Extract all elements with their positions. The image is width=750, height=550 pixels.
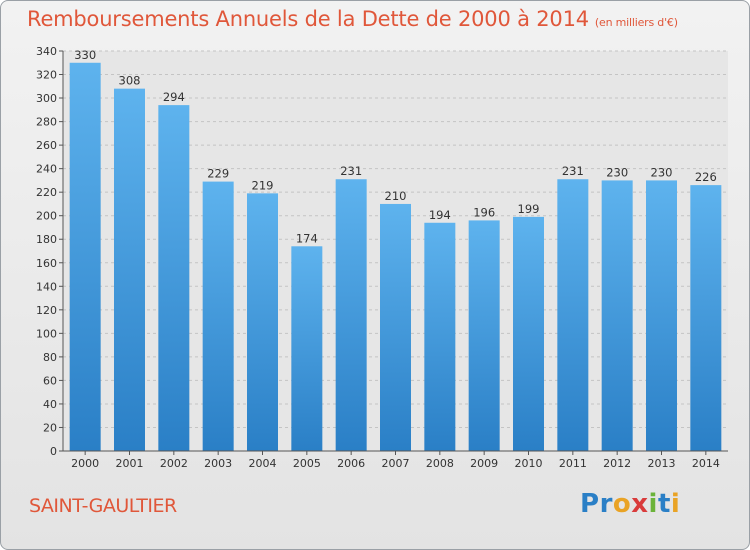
bar-2009 xyxy=(468,220,500,451)
data-label-2000: 330 xyxy=(74,48,96,62)
y-tick-label: 140 xyxy=(36,280,57,293)
logo-letter: t xyxy=(657,489,671,519)
data-label-2013: 230 xyxy=(651,165,673,179)
bar-2012 xyxy=(601,180,633,452)
data-label-2005: 174 xyxy=(296,231,318,245)
bar-2004 xyxy=(247,193,278,451)
bar-2001 xyxy=(114,88,145,451)
x-tick-label-2006: 2006 xyxy=(337,457,365,470)
chart-title-text: Remboursements Annuels de la Dette de 20… xyxy=(27,7,589,31)
x-tick-label-2011: 2011 xyxy=(559,457,587,470)
y-tick-label: 220 xyxy=(36,186,57,199)
bar-2002 xyxy=(158,105,190,451)
bar-2006 xyxy=(335,179,367,451)
y-tick-label: 100 xyxy=(36,327,57,340)
y-tick-label: 0 xyxy=(50,445,57,458)
x-tick-label-2009: 2009 xyxy=(470,457,498,470)
y-tick-label: 300 xyxy=(36,92,57,105)
data-label-2009: 196 xyxy=(473,205,495,219)
y-tick-label: 280 xyxy=(36,116,57,129)
x-tick-label-2003: 2003 xyxy=(204,457,232,470)
logo-letter: r xyxy=(599,489,613,519)
bar-2013 xyxy=(646,180,677,452)
bar-2014 xyxy=(690,185,722,451)
logo-letter: x xyxy=(631,489,649,519)
chart-title: Remboursements Annuels de la Dette de 20… xyxy=(27,7,678,31)
bar-2005 xyxy=(291,246,323,451)
y-tick-label: 340 xyxy=(36,45,57,58)
logo-letter: i xyxy=(648,489,658,519)
logo-letter: i xyxy=(670,489,681,519)
bar-2011 xyxy=(557,179,589,451)
y-tick-label: 20 xyxy=(43,421,57,434)
y-tick-label: 260 xyxy=(36,139,57,152)
y-tick-label: 160 xyxy=(36,257,57,270)
y-tick-label: 60 xyxy=(43,374,57,387)
x-tick-label-2014: 2014 xyxy=(692,457,720,470)
logo-letter: P xyxy=(580,489,600,519)
y-tick-label: 80 xyxy=(43,351,57,364)
data-label-2003: 229 xyxy=(207,167,229,181)
bar-2010 xyxy=(513,216,544,451)
axes: 0 20 40 60 80 100 120 140 160 180 200 220 240 260 280 3… xyxy=(36,45,728,470)
data-label-2006: 231 xyxy=(340,164,362,178)
data-label-2010: 199 xyxy=(518,202,540,216)
x-tick-label-2004: 2004 xyxy=(249,457,277,470)
y-tick-label: 180 xyxy=(36,233,57,246)
bar-2003 xyxy=(202,181,234,451)
data-label-2002: 294 xyxy=(163,90,185,104)
y-tick-label: 120 xyxy=(36,304,57,317)
bars: 330 308 294 229 219 174 231 210 194 196 199 231 230 2… xyxy=(69,48,722,452)
y-tick-label: 320 xyxy=(36,69,57,82)
proxiti-logo: Proxiti xyxy=(580,489,680,519)
bar-2000 xyxy=(69,62,101,451)
data-label-2011: 231 xyxy=(562,164,584,178)
x-tick-label-2013: 2013 xyxy=(648,457,676,470)
data-label-2004: 219 xyxy=(252,178,274,192)
x-tick-label-2012: 2012 xyxy=(603,457,631,470)
bar-2007 xyxy=(380,203,411,451)
chart-subtitle: (en milliers d'€) xyxy=(594,16,678,29)
x-tick-label-2005: 2005 xyxy=(293,457,321,470)
x-tick-label-2008: 2008 xyxy=(426,457,454,470)
y-tick-label: 240 xyxy=(36,163,57,176)
logo-letter: o xyxy=(612,489,632,519)
data-label-2014: 226 xyxy=(695,170,717,184)
x-tick-label-2002: 2002 xyxy=(160,457,188,470)
x-tick-label-2007: 2007 xyxy=(382,457,410,470)
bar-2008 xyxy=(424,222,456,451)
x-tick-label-2010: 2010 xyxy=(515,457,543,470)
y-tick-label: 200 xyxy=(36,210,57,223)
data-label-2007: 210 xyxy=(385,189,407,203)
x-tick-label-2000: 2000 xyxy=(71,457,99,470)
data-label-2008: 194 xyxy=(429,208,451,222)
x-tick-label-2001: 2001 xyxy=(116,457,144,470)
data-label-2012: 230 xyxy=(606,165,628,179)
y-tick-label: 40 xyxy=(43,398,57,411)
data-label-2001: 308 xyxy=(119,74,141,88)
commune-name: SAINT-GAULTIER xyxy=(29,495,177,517)
